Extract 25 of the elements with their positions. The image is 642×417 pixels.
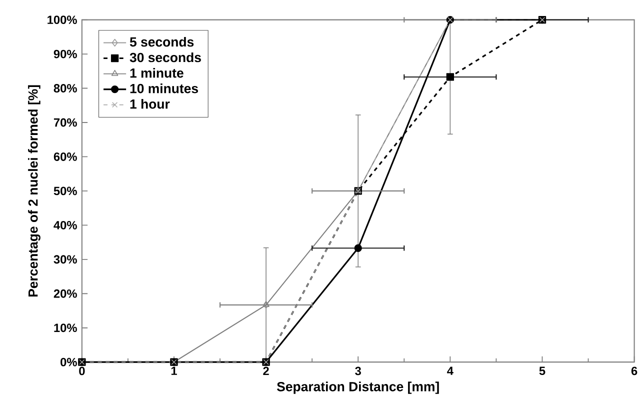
y-tick-label: 30% <box>54 255 77 264</box>
x-tick-label: 2 <box>263 366 269 375</box>
y-tick-label: 50% <box>54 186 77 196</box>
y-tick-label: 20% <box>54 289 77 298</box>
legend-label: 1 hour <box>130 98 170 109</box>
legend-label: 1 minute <box>130 68 184 78</box>
legend-label: 10 minutes <box>130 83 198 94</box>
x-tick-label: 1 <box>171 366 177 375</box>
y-tick-label: 100% <box>48 15 77 24</box>
y-tick-label: 60% <box>54 152 77 161</box>
y-tick-label: 90% <box>54 50 77 58</box>
x-tick-label: 5 <box>539 366 546 375</box>
legend-label: 5 seconds <box>130 36 194 47</box>
y-tick-label: 0% <box>60 358 77 366</box>
y-tick-label: 70% <box>54 118 77 127</box>
y-tick-label: 40% <box>54 220 77 230</box>
x-axis-title: Separation Distance [mm] <box>276 381 439 394</box>
y-axis-title: Percentage of 2 nuclei formed [%] <box>28 85 40 296</box>
x-tick-label: 3 <box>355 366 361 376</box>
x-tick-label: 0 <box>79 366 85 376</box>
y-tick-label: 80% <box>54 84 77 92</box>
legend-label: 30 seconds <box>130 52 201 62</box>
y-tick-label: 10% <box>54 324 77 332</box>
x-tick-label: 6 <box>631 366 638 376</box>
x-tick-label: 4 <box>447 366 454 375</box>
